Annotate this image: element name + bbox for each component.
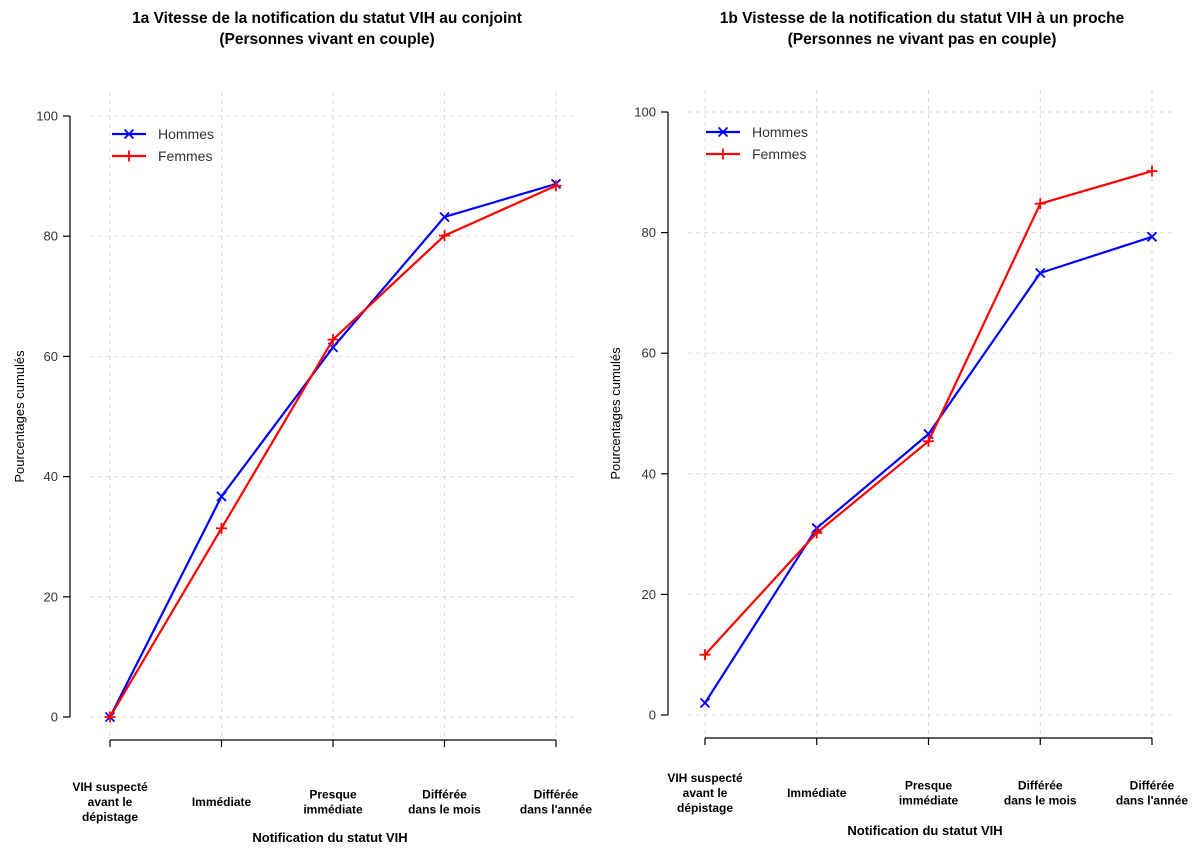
- data-point-hommes: [216, 491, 227, 502]
- data-point-femmes: [1146, 165, 1158, 177]
- marker-stroke: [1035, 267, 1046, 279]
- x-axis-label: Notification du statut VIH: [847, 823, 1002, 838]
- data-point-hommes: [1035, 267, 1046, 279]
- data-point-femmes: [327, 334, 339, 346]
- marker-stroke: [216, 491, 227, 502]
- legend-label: Femmes: [158, 148, 212, 164]
- y-tick-label: 80: [642, 225, 656, 240]
- data-point-femmes: [216, 522, 227, 534]
- y-tick-label: 40: [642, 466, 656, 481]
- marker-stroke: [439, 211, 450, 223]
- chart-subtitle: (Personnes vivant en couple): [219, 31, 434, 48]
- chart-title: 1b Vistesse de la notification du statut…: [720, 10, 1125, 27]
- legend-marker: [123, 128, 135, 140]
- data-point-femmes: [439, 230, 450, 242]
- x-tick-label: VIH suspecté avant le dépistage: [667, 771, 743, 815]
- y-tick-label: 40: [44, 469, 58, 484]
- data-point-femmes: [104, 711, 116, 723]
- y-tick-label: 0: [51, 710, 58, 725]
- y-tick-label: 60: [44, 349, 58, 364]
- x-tick-label: Immédiate: [192, 795, 252, 809]
- x-tick-label: Différée dans le mois: [408, 788, 481, 817]
- legend-item-femmes: Femmes: [112, 148, 212, 164]
- x-tick-label: Différée dans le mois: [1004, 779, 1077, 808]
- marker-stroke: [699, 697, 711, 709]
- y-tick-label: 80: [44, 229, 58, 244]
- legend-item-hommes: Hommes: [706, 124, 808, 140]
- x-tick-label: Différée dans l'année: [1116, 779, 1189, 808]
- marker-stroke: [1146, 231, 1158, 242]
- data-point-hommes: [439, 211, 450, 223]
- y-axis-label: Pourcentages cumulés: [12, 350, 27, 483]
- marker-stroke: [327, 342, 339, 353]
- y-tick-label: 0: [649, 708, 656, 723]
- legend-label: Femmes: [752, 146, 806, 162]
- y-tick-label: 100: [36, 109, 58, 124]
- data-point-hommes: [1146, 231, 1158, 242]
- y-axis-label: Pourcentages cumulés: [608, 347, 623, 480]
- chart-subtitle: (Personnes ne vivant pas en couple): [788, 31, 1057, 48]
- legend-item-hommes: Hommes: [112, 126, 214, 142]
- x-tick-label: VIH suspecté avant le dépistage: [72, 780, 148, 824]
- data-point-hommes: [699, 697, 711, 709]
- y-tick-label: 20: [44, 589, 58, 604]
- x-axis-label: Notification du statut VIH: [252, 830, 407, 845]
- legend: Hommes Femmes: [706, 124, 808, 162]
- legend-marker: [717, 126, 729, 138]
- legend-label: Hommes: [752, 124, 808, 140]
- y-tick-label: 60: [642, 346, 656, 361]
- legend-item-femmes: Femmes: [706, 146, 806, 162]
- x-tick-label: Immédiate: [787, 786, 847, 800]
- chart-title: 1a Vitesse de la notification du statut …: [132, 10, 522, 27]
- data-point-femmes: [1034, 198, 1046, 210]
- data-point-femmes: [923, 435, 934, 447]
- legend: Hommes Femmes: [112, 126, 214, 164]
- y-tick-label: 100: [634, 105, 656, 120]
- chart-panel-1b: 1b Vistesse de la notification du statut…: [608, 10, 1188, 838]
- chart-panel-1a: 1a Vitesse de la notification du statut …: [12, 10, 592, 845]
- marker-stroke: [923, 428, 934, 440]
- data-point-femmes: [699, 649, 711, 661]
- legend-label: Hommes: [158, 126, 214, 142]
- y-tick-label: 20: [642, 587, 656, 602]
- data-point-femmes: [550, 180, 562, 192]
- x-tick-label: Presque immédiate: [899, 779, 959, 808]
- data-point-femmes: [811, 527, 823, 539]
- x-tick-label: Presque immédiate: [303, 788, 363, 817]
- x-tick-label: Différée dans l'année: [520, 788, 593, 817]
